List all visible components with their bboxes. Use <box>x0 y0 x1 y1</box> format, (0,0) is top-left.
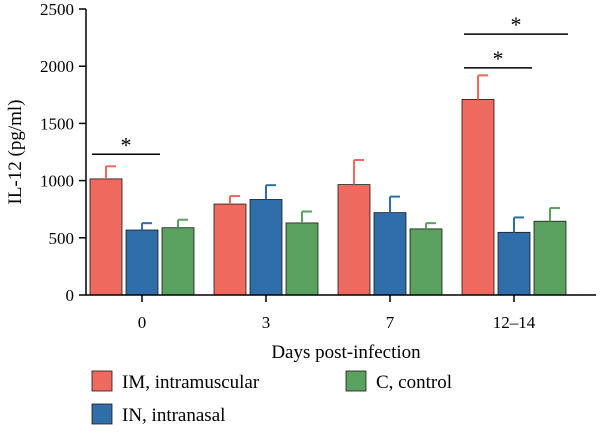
legend-label: IN, intranasal <box>122 405 225 426</box>
bar <box>89 178 123 296</box>
legend-label: C, control <box>376 372 452 393</box>
bar <box>497 231 531 296</box>
significance-layer: * * * <box>92 12 568 157</box>
significance-star: * <box>121 132 132 157</box>
axes-layer: 0 500 1000 1500 2000 2500 0 3 7 12–14 <box>40 0 596 332</box>
bar <box>161 227 195 296</box>
y-tick-label: 0 <box>66 286 75 305</box>
significance-star: * <box>493 46 504 71</box>
legend-swatch <box>91 370 113 392</box>
error-bars-layer <box>105 74 560 233</box>
bar <box>533 220 567 296</box>
y-tick-label: 500 <box>49 229 75 248</box>
bar <box>213 203 247 296</box>
y-tick-label: 2000 <box>40 57 74 76</box>
y-tick-label: 2500 <box>40 0 74 19</box>
legend-label: IM, intramuscular <box>122 372 260 393</box>
bar <box>125 229 159 296</box>
y-axis-title: IL-12 (pg/ml) <box>5 99 26 204</box>
bar <box>461 98 495 296</box>
x-tick-label: 3 <box>262 313 271 332</box>
legend-swatch <box>91 403 113 425</box>
bars-layer <box>89 98 567 296</box>
y-tick-label: 1000 <box>40 172 74 191</box>
legend: IM, intramuscular IN, intranasal C, contro… <box>91 370 452 426</box>
legend-swatch <box>345 370 367 392</box>
bar <box>409 228 443 296</box>
x-axis-title: Days post-infection <box>271 342 421 363</box>
x-tick-label: 0 <box>138 313 147 332</box>
x-tick-label: 12–14 <box>493 313 536 332</box>
bar <box>285 222 319 296</box>
x-tick-label: 7 <box>386 313 395 332</box>
bar <box>373 212 407 296</box>
bar <box>337 184 371 296</box>
y-tick-label: 1500 <box>40 114 74 133</box>
bar <box>249 199 283 296</box>
significance-star: * <box>511 12 522 37</box>
